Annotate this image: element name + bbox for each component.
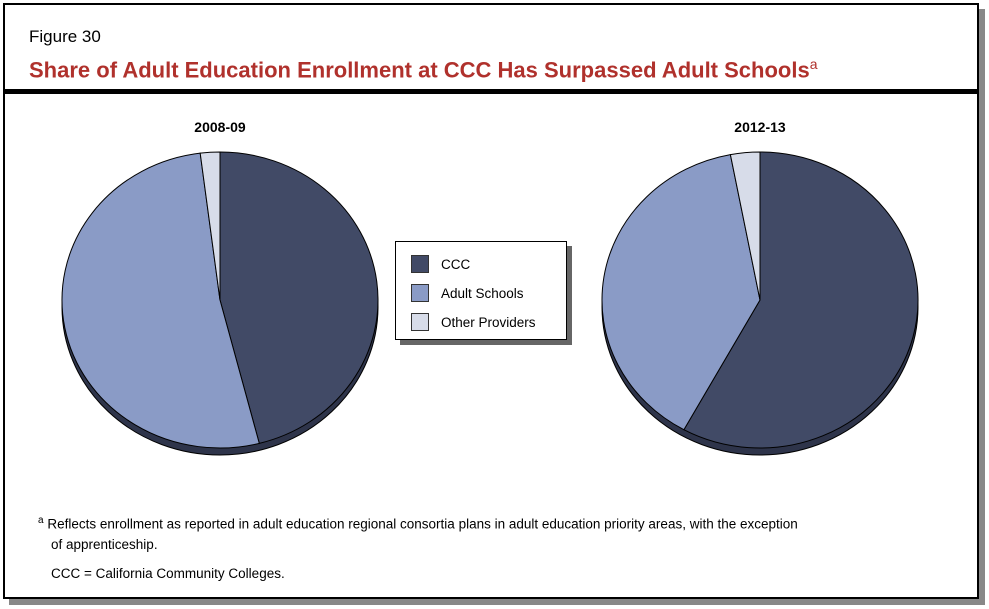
- legend: CCC Adult Schools Other Providers: [395, 241, 567, 340]
- footnote-a: a Reflects enrollment as reported in adu…: [38, 515, 798, 532]
- figure-label: Figure 30: [29, 27, 101, 46]
- legend-item-ccc: CCC: [411, 255, 470, 273]
- legend-label: CCC: [441, 256, 471, 272]
- pie-slice-adult-schools: [601, 154, 761, 431]
- pie-title: 2012-13: [734, 119, 786, 135]
- pie-title: 2008-09: [194, 119, 246, 135]
- pie-slice-ccc: [219, 151, 379, 444]
- chart-title: Share of Adult Education Enrollment at C…: [29, 56, 818, 83]
- legend-label: Other Providers: [441, 314, 536, 330]
- footnote-text-cont: of apprenticeship.: [51, 537, 158, 552]
- title-footnote-marker: a: [809, 56, 818, 72]
- title-text: Share of Adult Education Enrollment at C…: [29, 57, 810, 83]
- legend-swatch-ccc: [411, 255, 429, 273]
- footnote-text: Reflects enrollment as reported in adult…: [47, 516, 798, 532]
- pie-slice-other-providers: [729, 151, 761, 301]
- legend-label: Adult Schools: [441, 285, 524, 301]
- legend-swatch-adult-schools: [411, 284, 429, 302]
- footnote-marker: a: [38, 515, 44, 526]
- legend-swatch-other-providers: [411, 313, 429, 331]
- legend-item-other-providers: Other Providers: [411, 313, 536, 331]
- pie-slice-ccc: [683, 151, 919, 449]
- header-rule: [5, 89, 977, 94]
- pie-slice-other-providers: [199, 151, 221, 301]
- abbreviation-note: CCC = California Community Colleges.: [51, 566, 285, 581]
- legend-item-adult-schools: Adult Schools: [411, 284, 524, 302]
